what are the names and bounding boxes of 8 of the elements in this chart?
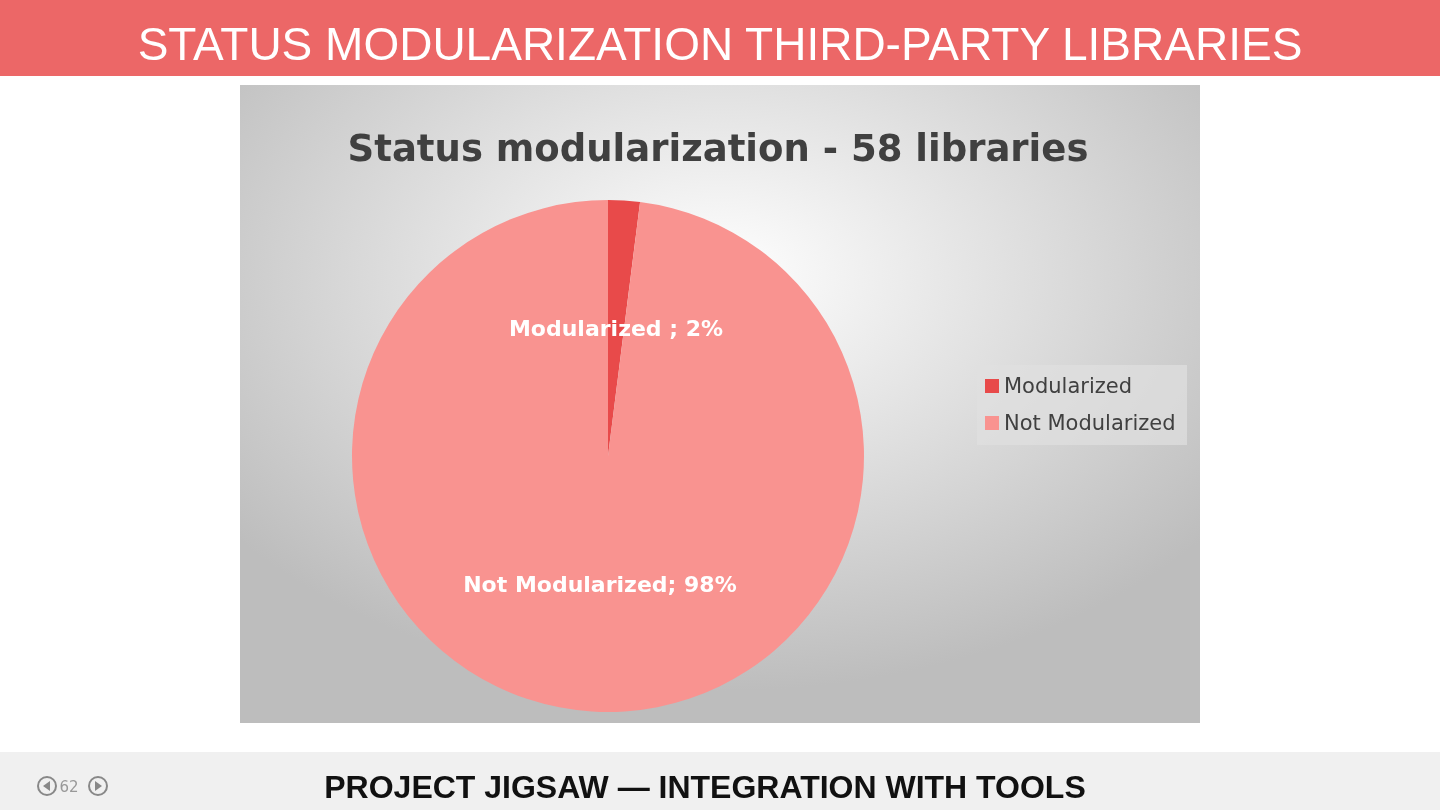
text: STATUS MODULARIZATION THIRD-PARTY LIBRARIES: [137, 18, 1303, 70]
legend-label: Modularized: [1004, 374, 1133, 398]
text: PROJECT JIGSAW — INTEGRATION WITH TOOLS: [324, 769, 1086, 805]
pie-slice: [352, 200, 864, 712]
chart-title: Status modularization - 58 libraries: [347, 127, 1089, 170]
text: 62: [59, 778, 79, 796]
legend-label: Not Modularized: [1004, 411, 1176, 435]
data-label: Not Modularized; 98%: [463, 571, 737, 597]
